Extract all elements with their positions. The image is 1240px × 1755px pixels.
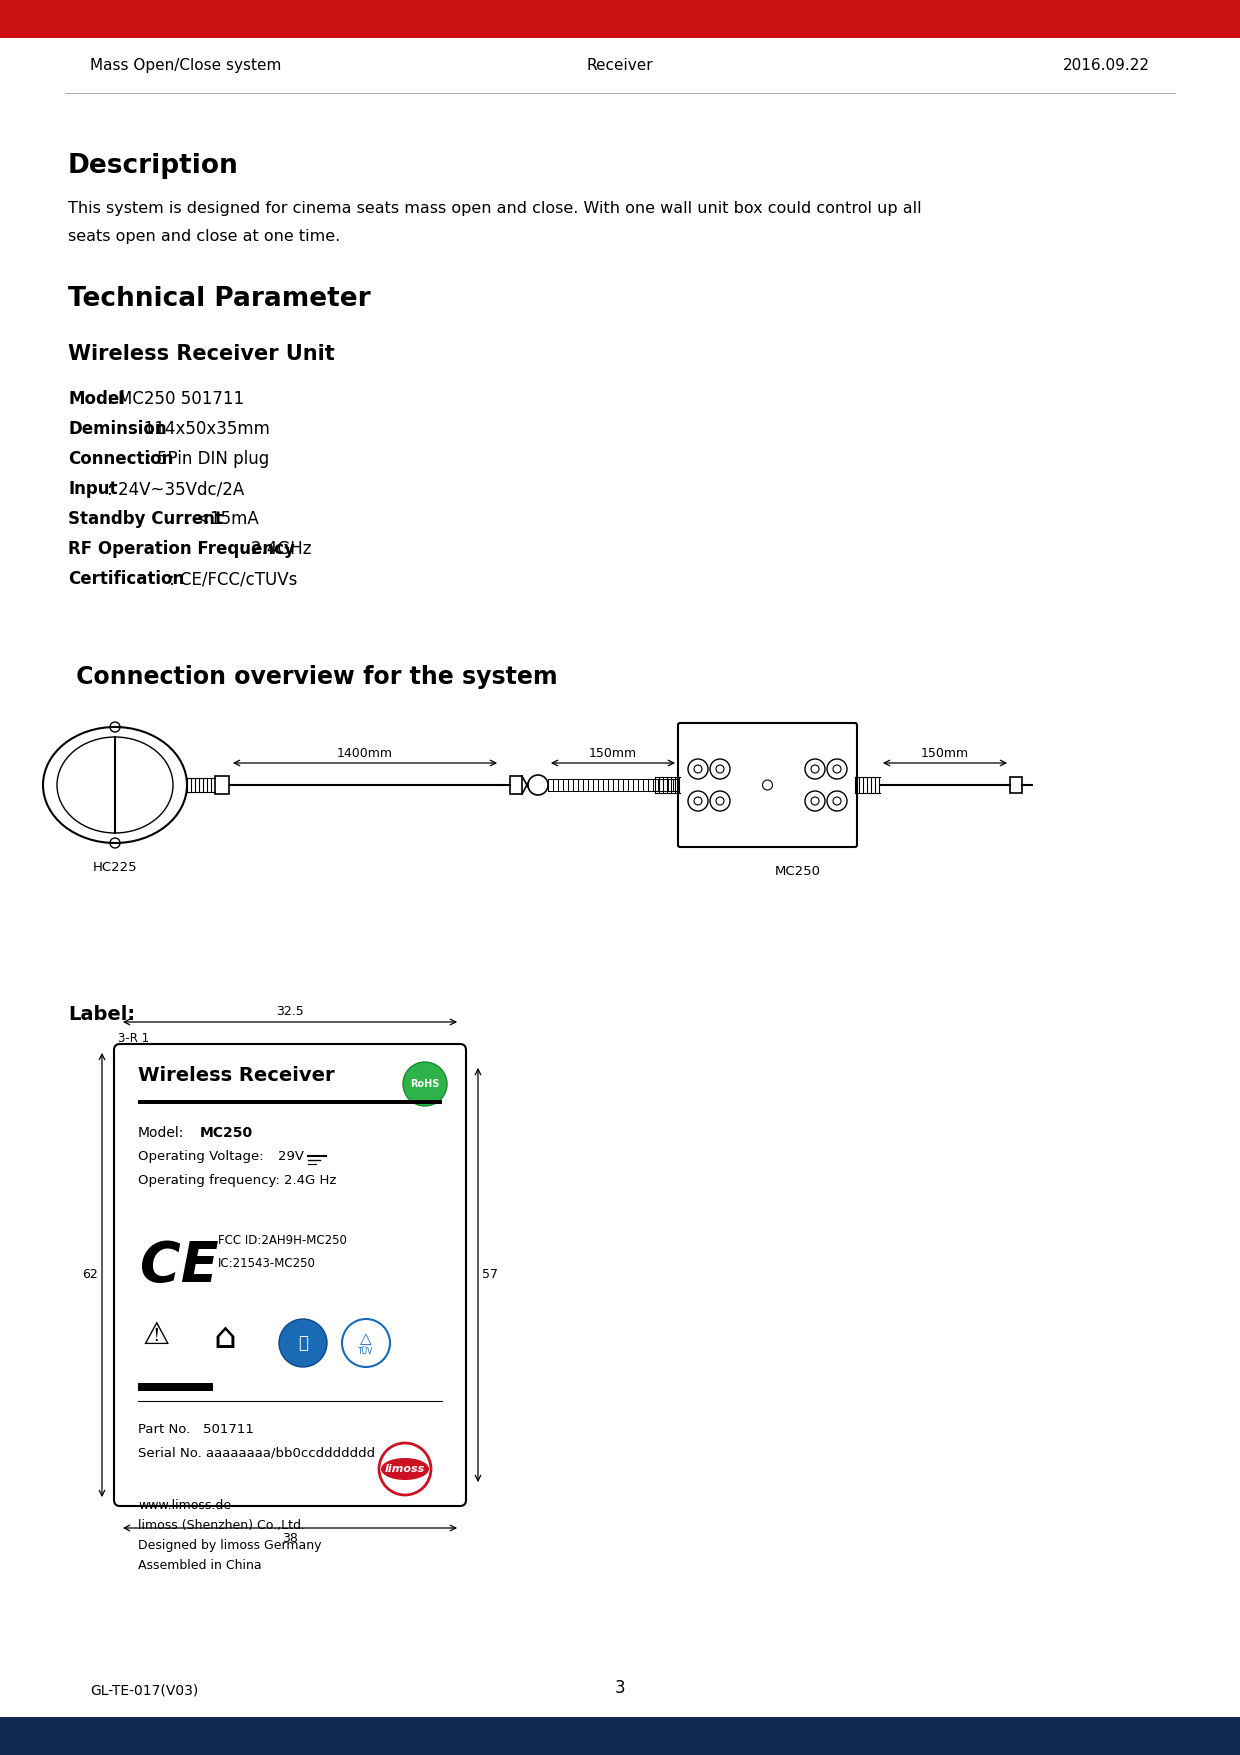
Text: Wireless Receiver Unit: Wireless Receiver Unit (68, 344, 335, 363)
Text: RF Operation Frequency: RF Operation Frequency (68, 541, 295, 558)
Bar (1011, 777, 1022, 793)
Circle shape (279, 1320, 327, 1367)
Text: : <15mA: : <15mA (185, 511, 259, 528)
Text: RoHS: RoHS (410, 1079, 440, 1090)
Text: Label:: Label: (68, 1006, 135, 1023)
Text: : MC250 501711: : MC250 501711 (107, 390, 244, 407)
Text: MC250: MC250 (200, 1127, 253, 1141)
Text: ✋: ✋ (298, 1334, 308, 1351)
Text: 32.5: 32.5 (277, 1006, 304, 1018)
Text: : 24V~35Vdc/2A: : 24V~35Vdc/2A (107, 481, 244, 498)
Text: Connection overview for the system: Connection overview for the system (68, 665, 558, 690)
Text: Serial No. aaaaaaaa/bb0ccddddddd: Serial No. aaaaaaaa/bb0ccddddddd (138, 1448, 376, 1460)
Text: GL-TE-017(V03): GL-TE-017(V03) (91, 1683, 198, 1697)
Text: This system is designed for cinema seats mass open and close. With one wall unit: This system is designed for cinema seats… (68, 202, 921, 216)
Text: 29V: 29V (278, 1150, 304, 1164)
Text: Operating frequency: 2.4G Hz: Operating frequency: 2.4G Hz (138, 1174, 336, 1186)
Bar (0, 1716, 1240, 1755)
Text: Assembled in China: Assembled in China (138, 1558, 262, 1572)
Text: 150mm: 150mm (589, 748, 637, 760)
Text: www.limoss.de: www.limoss.de (138, 1499, 231, 1513)
Text: 3: 3 (615, 1680, 625, 1697)
Text: ⌂: ⌂ (213, 1322, 236, 1355)
Text: Technical Parameter: Technical Parameter (68, 286, 371, 312)
Text: Deminsion: Deminsion (68, 419, 166, 439)
Text: limoss (Shenzhen) Co.,Ltd.: limoss (Shenzhen) Co.,Ltd. (138, 1520, 305, 1532)
Bar (215, 776, 229, 793)
Text: ⚠: ⚠ (143, 1322, 170, 1350)
Bar (138, 1100, 441, 1104)
Text: Description: Description (68, 153, 239, 179)
Bar (510, 776, 522, 793)
Text: : 2.4GHz: : 2.4GHz (239, 541, 311, 558)
Text: Wireless Receiver: Wireless Receiver (138, 1065, 335, 1085)
Text: HC225: HC225 (93, 862, 138, 874)
Bar (138, 1383, 213, 1392)
Circle shape (379, 1443, 432, 1495)
Text: Operating Voltage:: Operating Voltage: (138, 1150, 264, 1164)
Text: Designed by limoss Germany: Designed by limoss Germany (138, 1539, 321, 1551)
Ellipse shape (381, 1458, 429, 1479)
Text: 62: 62 (82, 1269, 98, 1281)
Text: Connection: Connection (68, 449, 174, 469)
Text: 3-R 1: 3-R 1 (118, 1032, 149, 1044)
Text: Receiver: Receiver (587, 58, 653, 74)
Text: Standby Current: Standby Current (68, 511, 223, 528)
Text: 57: 57 (482, 1269, 498, 1281)
Text: FCC ID:2AH9H-MC250: FCC ID:2AH9H-MC250 (218, 1234, 347, 1248)
Text: Mass Open/Close system: Mass Open/Close system (91, 58, 281, 74)
Text: :114x50x35mm: :114x50x35mm (138, 419, 270, 439)
FancyBboxPatch shape (114, 1044, 466, 1506)
Text: CE: CE (140, 1239, 218, 1293)
Text: Model: Model (68, 390, 125, 407)
Text: 2016.09.22: 2016.09.22 (1063, 58, 1149, 74)
Text: 1400mm: 1400mm (337, 748, 393, 760)
Text: limoss: limoss (384, 1464, 425, 1474)
Text: 150mm: 150mm (921, 748, 970, 760)
Text: Input: Input (68, 481, 118, 498)
Text: : 5Pin DIN plug: : 5Pin DIN plug (146, 449, 269, 469)
Text: IC:21543-MC250: IC:21543-MC250 (218, 1257, 316, 1271)
Text: TÜV: TÜV (358, 1346, 373, 1355)
Text: : CE/FCC/cTUVs: : CE/FCC/cTUVs (170, 570, 298, 588)
Text: △: △ (360, 1332, 372, 1346)
Text: Certification: Certification (68, 570, 185, 588)
Text: seats open and close at one time.: seats open and close at one time. (68, 228, 340, 244)
Text: Part No.   501711: Part No. 501711 (138, 1423, 254, 1436)
Text: MC250: MC250 (775, 865, 821, 878)
Bar (0, 0, 1240, 39)
Circle shape (403, 1062, 446, 1106)
Text: Model:: Model: (138, 1127, 185, 1141)
Text: 38: 38 (281, 1532, 298, 1544)
